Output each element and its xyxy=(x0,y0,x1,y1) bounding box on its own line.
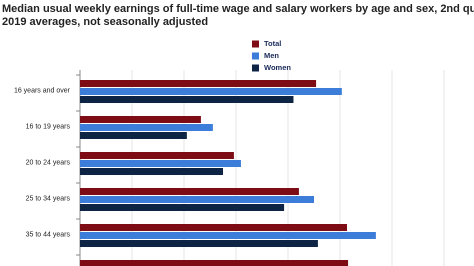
chart-title: 2019 averages, not seasonally adjusted xyxy=(2,16,208,28)
legend-label: Men xyxy=(264,51,279,60)
bar xyxy=(80,240,318,247)
legend-label: Women xyxy=(264,63,291,72)
y-tick-label: 16 years and over xyxy=(14,87,71,94)
bar xyxy=(80,260,349,266)
y-tick-label: 25 to 34 years xyxy=(26,195,71,202)
bar xyxy=(80,188,299,195)
bar xyxy=(80,96,294,103)
bar xyxy=(80,196,314,203)
bar xyxy=(80,160,241,167)
legend-swatch xyxy=(252,52,259,60)
bar xyxy=(80,232,376,239)
bar xyxy=(80,152,234,159)
legend-label: Total xyxy=(264,39,281,48)
legend-swatch xyxy=(252,64,259,72)
bar xyxy=(80,80,317,87)
bar xyxy=(80,124,213,131)
legend-swatch xyxy=(252,40,259,48)
chart-title: Median usual weekly earnings of full-tim… xyxy=(2,3,474,15)
y-tick-label: 20 to 24 years xyxy=(26,159,71,166)
bar xyxy=(80,204,285,211)
y-tick-label: 35 to 44 years xyxy=(26,231,71,238)
bar xyxy=(80,132,187,139)
bar xyxy=(80,224,348,231)
bar xyxy=(80,88,342,95)
bar xyxy=(80,116,201,123)
y-tick-label: 16 to 19 years xyxy=(26,123,71,130)
bar xyxy=(80,168,223,175)
